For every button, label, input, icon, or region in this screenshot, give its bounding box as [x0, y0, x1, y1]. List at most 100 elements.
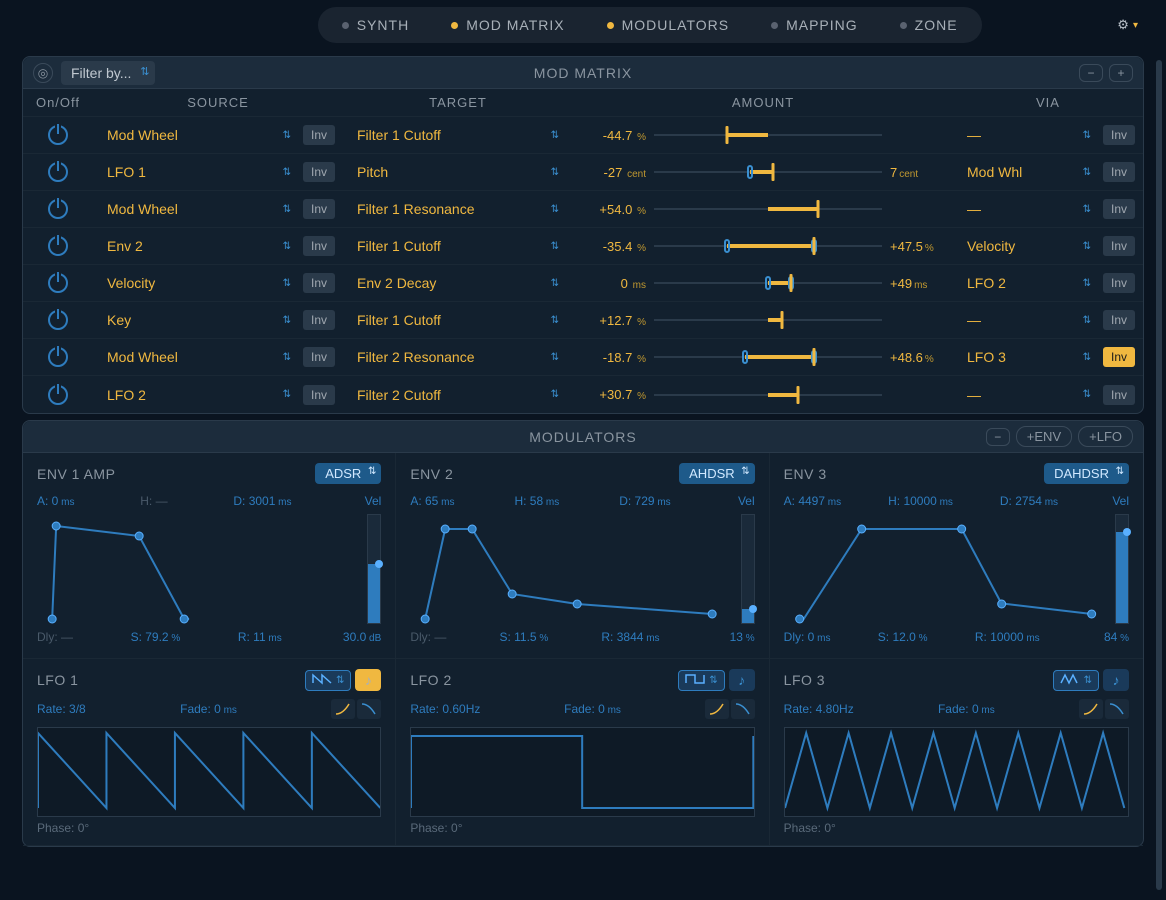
source-invert-button[interactable]: Inv: [303, 310, 335, 330]
attack-param[interactable]: A: 65 ms: [410, 494, 454, 508]
power-toggle[interactable]: [48, 162, 68, 182]
waveform-select[interactable]: ⇅: [305, 670, 351, 691]
tab-mod-matrix[interactable]: MOD MATRIX: [431, 11, 584, 39]
target-select[interactable]: Filter 1 Cutoff⇅: [351, 127, 565, 143]
remove-modulator-button[interactable]: −: [986, 428, 1010, 446]
tab-modulators[interactable]: MODULATORS: [587, 11, 750, 39]
fade-in-curve-button[interactable]: [705, 699, 729, 719]
source-invert-button[interactable]: Inv: [303, 385, 335, 405]
source-select[interactable]: LFO 1⇅: [101, 164, 297, 180]
fade-out-curve-button[interactable]: [1105, 699, 1129, 719]
amount-slider[interactable]: [654, 386, 882, 404]
amount-value-2[interactable]: +47.5%: [890, 239, 945, 254]
sync-button[interactable]: ♪: [729, 669, 755, 691]
source-invert-button[interactable]: Inv: [303, 162, 335, 182]
rate-param[interactable]: Rate: 3/8: [37, 702, 86, 716]
target-icon-button[interactable]: ◎: [33, 63, 53, 83]
add-row-button[interactable]: +: [1109, 64, 1133, 82]
via-select[interactable]: Velocity⇅: [961, 238, 1097, 254]
source-invert-button[interactable]: Inv: [303, 347, 335, 367]
amount-slider[interactable]: [654, 311, 882, 329]
sync-button[interactable]: ♪: [355, 669, 381, 691]
attack-param[interactable]: A: 0 ms: [37, 494, 74, 508]
amount-slider[interactable]: [654, 237, 882, 255]
source-invert-button[interactable]: Inv: [303, 273, 335, 293]
source-select[interactable]: Mod Wheel⇅: [101, 127, 297, 143]
waveform-select[interactable]: ⇅: [678, 670, 724, 691]
release-param[interactable]: R: 10000 ms: [975, 630, 1040, 644]
target-select[interactable]: Filter 1 Cutoff⇅: [351, 312, 565, 328]
source-select[interactable]: Velocity⇅: [101, 275, 297, 291]
vel-amount[interactable]: 30.0 dB: [339, 630, 381, 644]
envelope-mode-select[interactable]: ADSR: [315, 463, 381, 484]
delay-param[interactable]: Dly: 0 ms: [784, 630, 831, 644]
amount-value-2[interactable]: +48.6%: [890, 350, 945, 365]
fade-in-curve-button[interactable]: [1079, 699, 1103, 719]
lfo-waveform-display[interactable]: [37, 727, 381, 817]
add-lfo-button[interactable]: +LFO: [1078, 426, 1133, 447]
tab-synth[interactable]: SYNTH: [322, 11, 429, 39]
target-select[interactable]: Filter 1 Cutoff⇅: [351, 238, 565, 254]
attack-param[interactable]: A: 4497 ms: [784, 494, 841, 508]
sustain-param[interactable]: S: 79.2 %: [131, 630, 181, 644]
hold-param[interactable]: H: —: [140, 494, 167, 508]
fade-param[interactable]: Fade: 0 ms: [938, 702, 995, 716]
fade-out-curve-button[interactable]: [731, 699, 755, 719]
via-invert-button[interactable]: Inv: [1103, 162, 1135, 182]
via-select[interactable]: —⇅: [961, 127, 1097, 143]
phase-param[interactable]: Phase: 0°: [784, 821, 1129, 835]
amount-slider[interactable]: [654, 348, 882, 366]
filter-by-select[interactable]: Filter by...: [61, 61, 155, 85]
phase-param[interactable]: Phase: 0°: [37, 821, 381, 835]
envelope-graph[interactable]: [37, 514, 361, 624]
release-param[interactable]: R: 11 ms: [238, 630, 282, 644]
amount-value-2[interactable]: +49ms: [890, 276, 945, 291]
target-select[interactable]: Filter 2 Resonance⇅: [351, 349, 565, 365]
source-invert-button[interactable]: Inv: [303, 125, 335, 145]
fade-param[interactable]: Fade: 0 ms: [564, 702, 621, 716]
waveform-select[interactable]: ⇅: [1053, 670, 1099, 691]
target-select[interactable]: Env 2 Decay⇅: [351, 275, 565, 291]
fade-in-curve-button[interactable]: [331, 699, 355, 719]
amount-slider[interactable]: [654, 163, 882, 181]
delay-param[interactable]: Dly: —: [37, 630, 73, 644]
add-env-button[interactable]: +ENV: [1016, 426, 1072, 447]
via-select[interactable]: LFO 3⇅: [961, 349, 1097, 365]
envelope-mode-select[interactable]: DAHDSR: [1044, 463, 1129, 484]
fade-out-curve-button[interactable]: [357, 699, 381, 719]
via-select[interactable]: Mod Whl⇅: [961, 164, 1097, 180]
amount-slider[interactable]: [654, 126, 882, 144]
via-invert-button[interactable]: Inv: [1103, 310, 1135, 330]
vel-amount[interactable]: 13 %: [713, 630, 755, 644]
lfo-waveform-display[interactable]: [784, 727, 1129, 817]
power-toggle[interactable]: [48, 199, 68, 219]
amount-slider[interactable]: [654, 274, 882, 292]
lfo-waveform-display[interactable]: [410, 727, 754, 817]
settings-menu[interactable]: ⚙ ▾: [1109, 13, 1146, 37]
amount-value[interactable]: -18.7 %: [581, 350, 646, 365]
decay-param[interactable]: D: 729 ms: [619, 494, 670, 508]
via-invert-button[interactable]: Inv: [1103, 385, 1135, 405]
via-invert-button[interactable]: Inv: [1103, 125, 1135, 145]
remove-row-button[interactable]: −: [1079, 64, 1103, 82]
hold-param[interactable]: H: 58 ms: [514, 494, 559, 508]
amount-slider[interactable]: [654, 200, 882, 218]
source-invert-button[interactable]: Inv: [303, 236, 335, 256]
vel-amount[interactable]: 84 %: [1087, 630, 1129, 644]
envelope-mode-select[interactable]: AHDSR: [679, 463, 755, 484]
via-select[interactable]: —⇅: [961, 387, 1097, 403]
tab-zone[interactable]: ZONE: [880, 11, 978, 39]
power-toggle[interactable]: [48, 236, 68, 256]
decay-param[interactable]: D: 2754 ms: [1000, 494, 1058, 508]
amount-value[interactable]: +12.7 %: [581, 313, 646, 328]
amount-value[interactable]: -35.4 %: [581, 239, 646, 254]
phase-param[interactable]: Phase: 0°: [410, 821, 754, 835]
via-invert-button[interactable]: Inv: [1103, 236, 1135, 256]
amount-value[interactable]: +54.0 %: [581, 202, 646, 217]
scrollbar[interactable]: [1156, 60, 1162, 890]
hold-param[interactable]: H: 10000 ms: [888, 494, 953, 508]
power-toggle[interactable]: [48, 385, 68, 405]
source-select[interactable]: Mod Wheel⇅: [101, 201, 297, 217]
amount-value[interactable]: -44.7 %: [581, 128, 646, 143]
power-toggle[interactable]: [48, 125, 68, 145]
